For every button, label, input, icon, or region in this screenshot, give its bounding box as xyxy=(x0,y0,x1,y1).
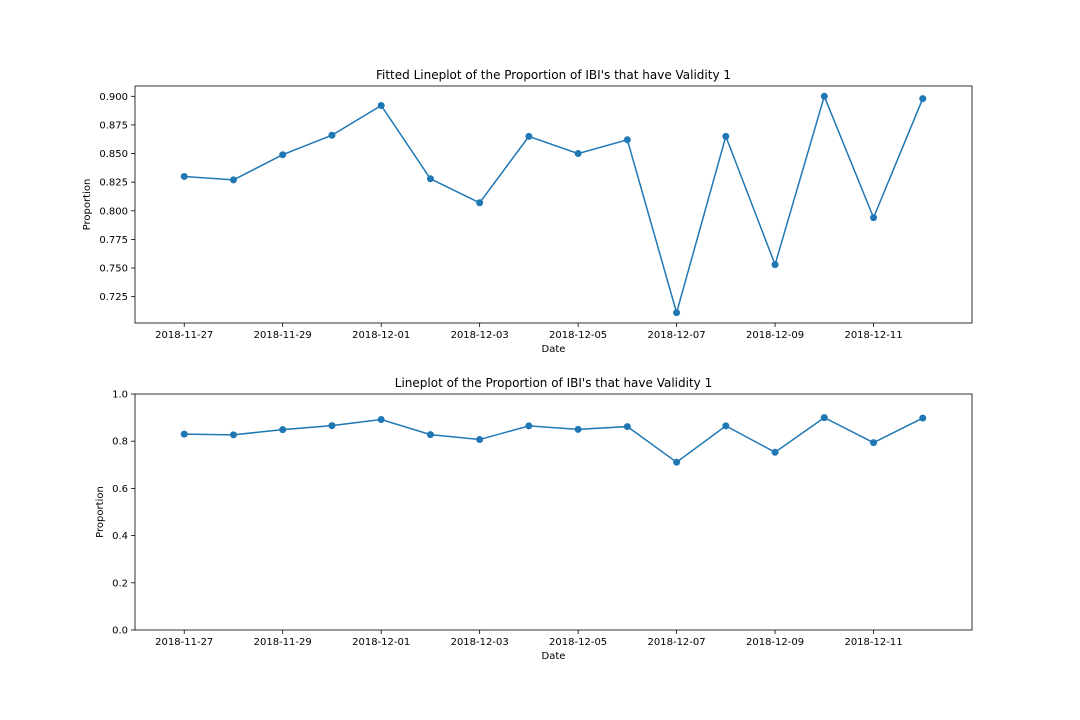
data-point xyxy=(820,414,828,422)
chart-2: Lineplot of the Proportion of IBI's that… xyxy=(95,376,973,662)
data-point xyxy=(673,309,681,317)
y-tick-label: 0.900 xyxy=(99,92,128,103)
data-point xyxy=(229,431,237,439)
data-point xyxy=(476,199,484,207)
y-tick-label: 0.775 xyxy=(99,235,128,246)
data-point xyxy=(574,425,582,433)
x-tick-label: 2018-12-01 xyxy=(352,330,410,341)
y-tick-label: 0.8 xyxy=(112,437,128,448)
data-point xyxy=(279,151,287,159)
data-point xyxy=(279,426,287,434)
series-line xyxy=(184,416,924,464)
x-tick-label: 2018-11-29 xyxy=(254,330,312,341)
data-point xyxy=(426,431,434,439)
data-point xyxy=(820,92,828,100)
data-point xyxy=(476,436,484,444)
data-point xyxy=(623,423,631,431)
y-tick-label: 1.0 xyxy=(112,390,128,401)
data-point xyxy=(722,132,730,140)
data-point xyxy=(229,176,237,184)
x-tick-label: 2018-12-01 xyxy=(352,637,410,648)
data-point xyxy=(180,172,188,180)
y-tick-label: 0.850 xyxy=(99,149,128,160)
y-tick-label: 0.0 xyxy=(112,626,128,637)
y-tick-label: 0.4 xyxy=(112,531,128,542)
x-tick-label: 2018-12-05 xyxy=(549,637,607,648)
data-point xyxy=(623,136,631,144)
data-point xyxy=(377,415,385,423)
x-tick-label: 2018-12-03 xyxy=(451,330,509,341)
axes-frame xyxy=(134,393,973,631)
x-tick-label: 2018-12-11 xyxy=(844,330,902,341)
y-tick-label: 0.875 xyxy=(99,120,128,131)
y-tick-label: 0.750 xyxy=(99,264,128,275)
y-tick-label: 0.2 xyxy=(112,578,128,589)
data-point xyxy=(771,448,779,456)
x-tick-label: 2018-12-07 xyxy=(648,330,706,341)
data-point xyxy=(377,101,385,109)
y-tick-label: 0.725 xyxy=(99,292,128,303)
x-tick-label: 2018-11-29 xyxy=(254,637,312,648)
y-tick-label: 0.825 xyxy=(99,178,128,189)
data-point xyxy=(328,422,336,430)
axes-frame xyxy=(134,85,973,324)
y-axis-label: Proportion xyxy=(82,179,93,231)
series-line xyxy=(184,94,924,316)
data-point xyxy=(771,261,779,269)
y-tick-label: 0.6 xyxy=(112,484,128,495)
data-point xyxy=(525,422,533,430)
x-tick-label: 2018-12-09 xyxy=(746,330,804,341)
x-axis-label: Date xyxy=(542,651,566,662)
data-point xyxy=(919,95,927,103)
data-point xyxy=(870,439,878,447)
chart-1: Fitted Lineplot of the Proportion of IBI… xyxy=(82,68,973,355)
data-point xyxy=(426,175,434,183)
data-point xyxy=(919,414,927,422)
x-tick-label: 2018-12-09 xyxy=(746,637,804,648)
data-point xyxy=(722,422,730,430)
x-tick-label: 2018-12-05 xyxy=(549,330,607,341)
y-tick-label: 0.800 xyxy=(99,206,128,217)
x-tick-label: 2018-11-27 xyxy=(155,330,213,341)
data-point xyxy=(525,132,533,140)
x-tick-label: 2018-12-11 xyxy=(844,637,902,648)
data-point xyxy=(870,214,878,222)
data-point xyxy=(180,430,188,438)
x-tick-label: 2018-11-27 xyxy=(155,637,213,648)
data-point xyxy=(574,150,582,158)
y-axis-label: Proportion xyxy=(95,486,106,538)
x-tick-label: 2018-12-07 xyxy=(648,637,706,648)
data-point xyxy=(328,131,336,139)
chart-title: Fitted Lineplot of the Proportion of IBI… xyxy=(376,68,731,82)
chart-title: Lineplot of the Proportion of IBI's that… xyxy=(395,376,712,390)
x-tick-label: 2018-12-03 xyxy=(451,637,509,648)
data-point xyxy=(673,458,681,466)
x-axis-label: Date xyxy=(542,344,566,355)
